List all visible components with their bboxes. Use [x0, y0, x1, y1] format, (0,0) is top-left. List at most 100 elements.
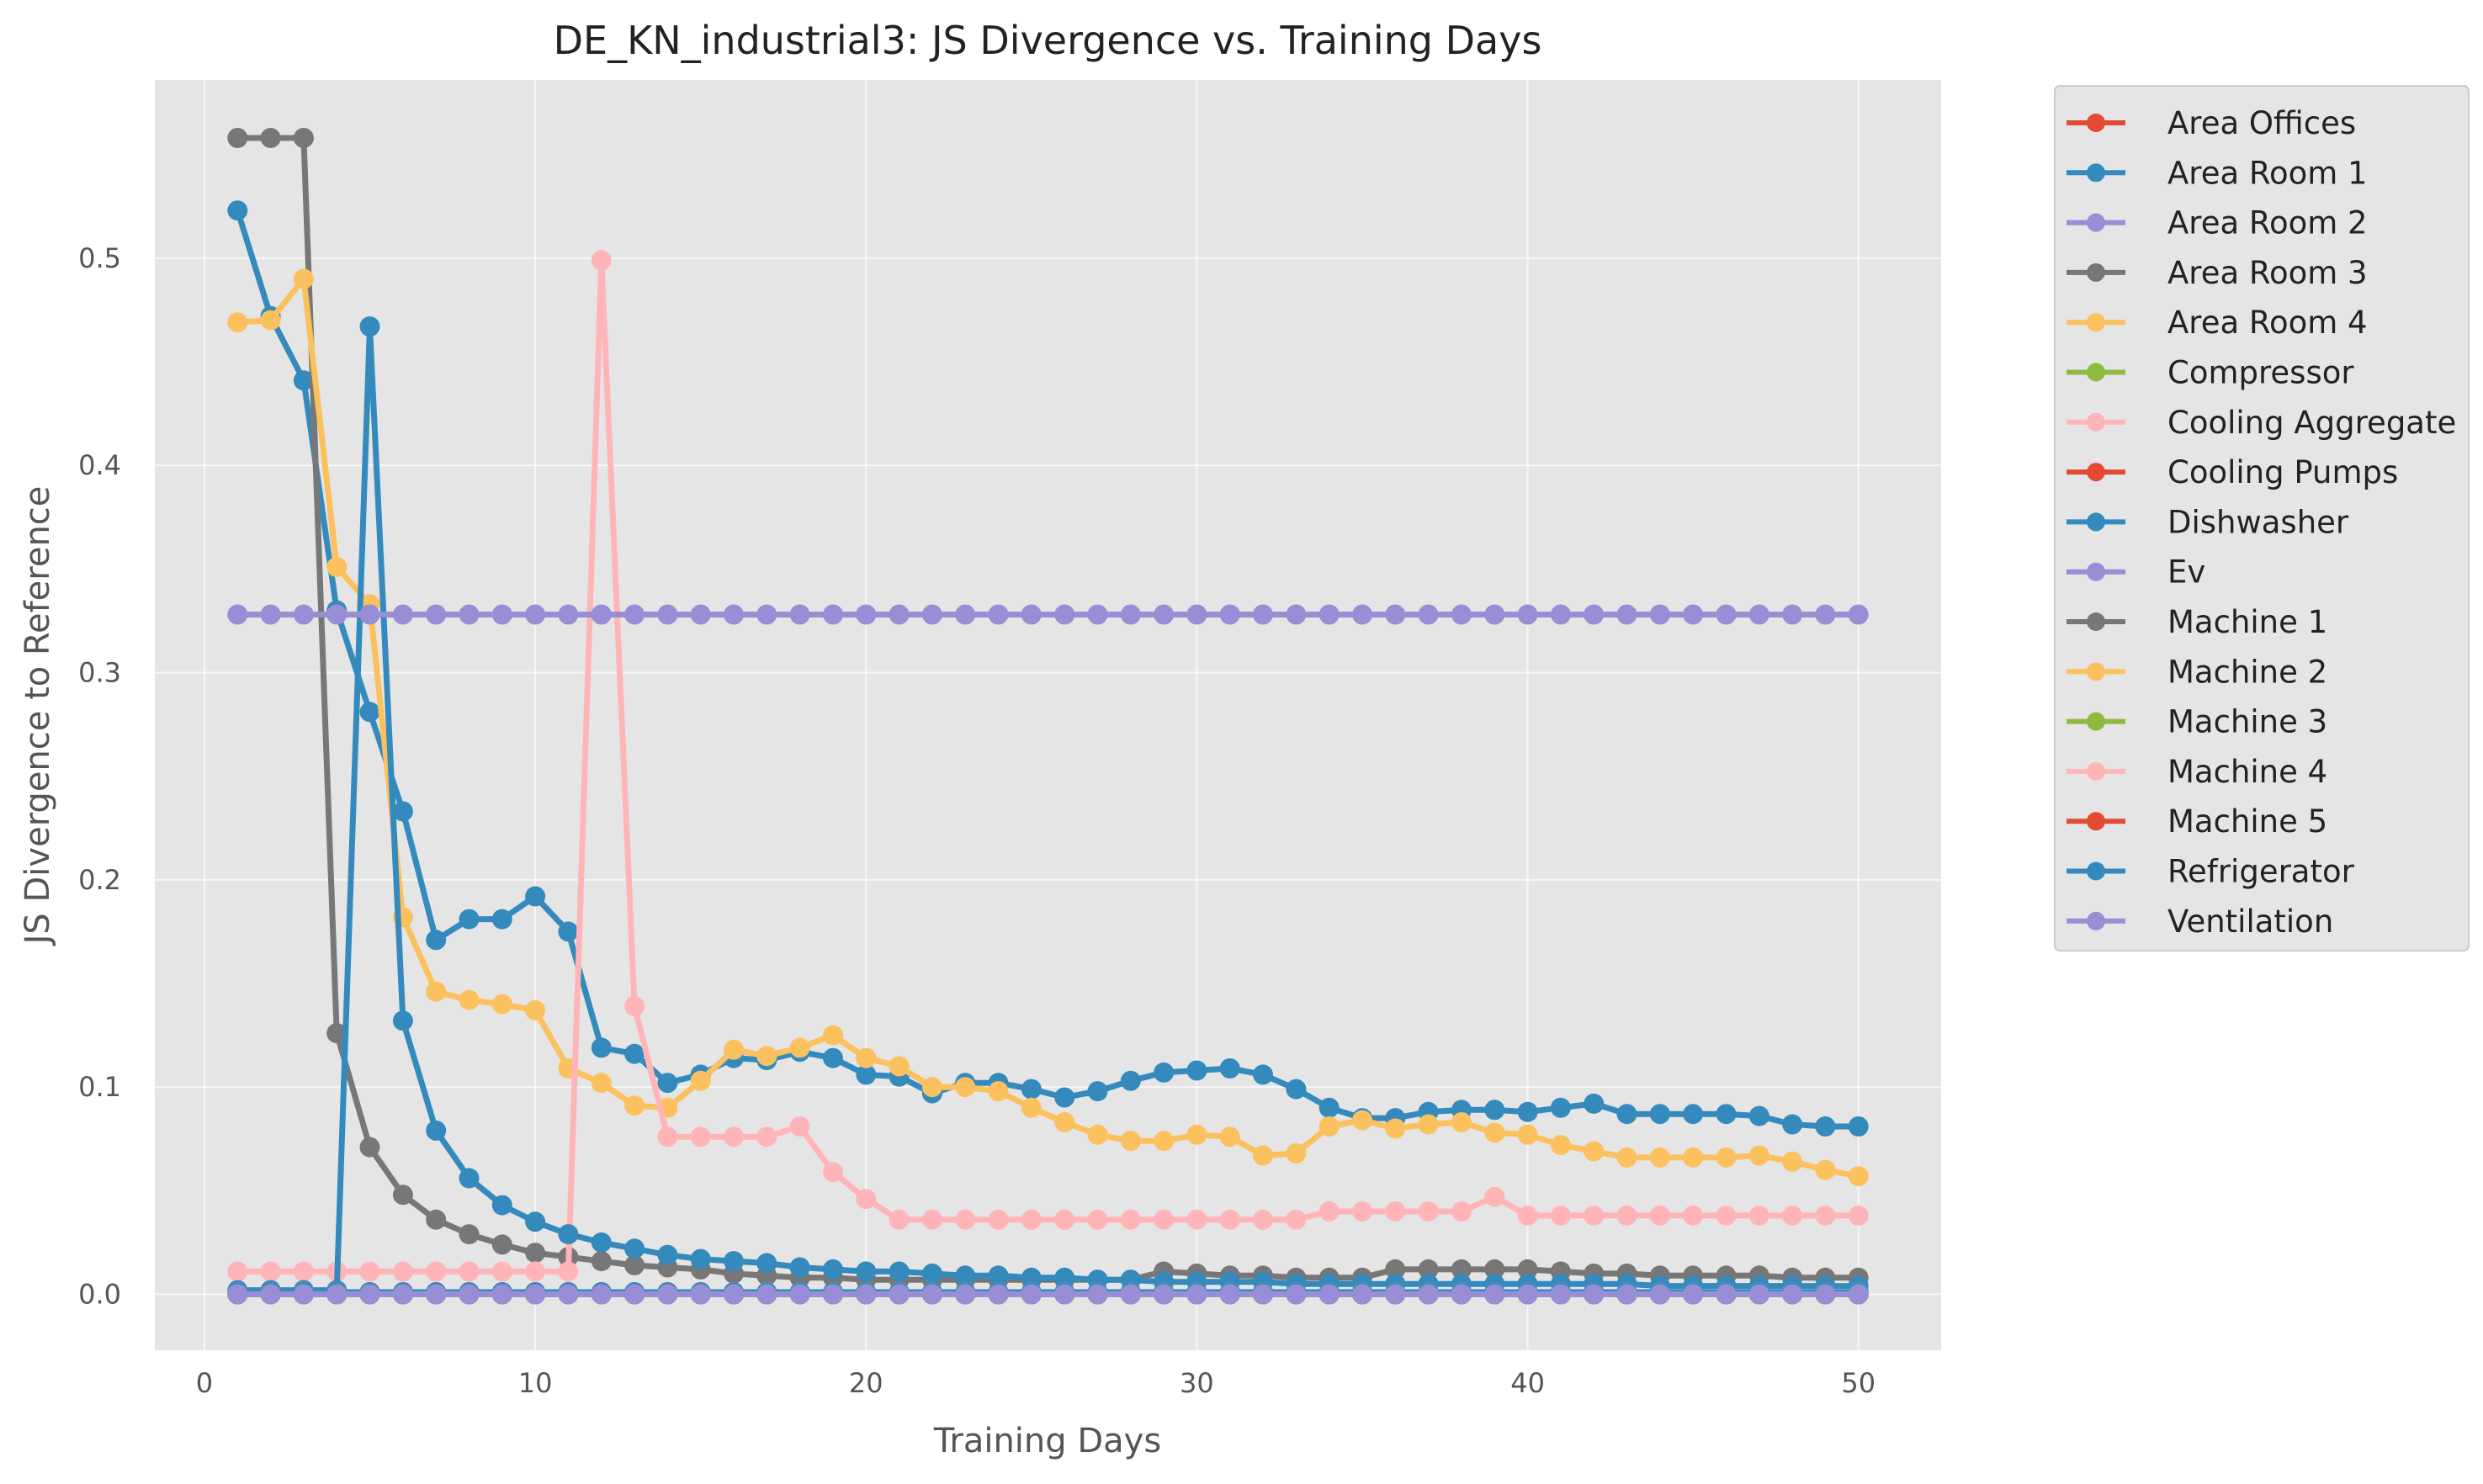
legend-item: Ventilation [2067, 904, 2333, 940]
legend-label: Cooling Pumps [2167, 454, 2398, 490]
legend-label: Machine 4 [2167, 754, 2327, 790]
series-layer [227, 128, 1869, 1305]
data-point [1154, 1209, 1175, 1230]
data-point [1054, 1112, 1075, 1132]
data-point [525, 604, 546, 625]
legend-box [2054, 85, 2470, 952]
data-point [1848, 1205, 1869, 1226]
data-point [1352, 1284, 1372, 1305]
legend-swatch-marker [2087, 612, 2105, 631]
series-area-room-4 [227, 268, 1869, 1187]
data-point [558, 604, 579, 625]
data-point [260, 604, 281, 625]
data-point [525, 1243, 546, 1264]
data-point [1550, 604, 1571, 625]
data-point [823, 1162, 843, 1183]
data-point [1318, 604, 1340, 625]
legend-label: Machine 1 [2167, 604, 2327, 640]
data-point [491, 1284, 512, 1305]
data-point [558, 1224, 579, 1245]
data-point [1748, 604, 1769, 625]
data-point [856, 604, 877, 625]
data-point [392, 801, 413, 822]
legend-swatch-marker [2087, 114, 2105, 132]
data-point [326, 604, 348, 625]
data-point [1584, 604, 1605, 625]
data-point [1318, 1116, 1340, 1137]
data-point [823, 1259, 843, 1280]
data-point [624, 996, 645, 1017]
data-point [459, 604, 480, 625]
data-point [1517, 1259, 1538, 1280]
data-point [558, 1284, 579, 1305]
data-point [1848, 1166, 1869, 1187]
data-point [525, 1211, 546, 1232]
series-area-room-1 [227, 200, 1869, 1137]
data-point [988, 604, 1009, 625]
data-point [1087, 1209, 1108, 1230]
data-point [227, 200, 248, 221]
data-point [955, 1209, 976, 1230]
data-point [1748, 1105, 1769, 1126]
data-point [1716, 1147, 1737, 1168]
y-tick-label: 0.2 [78, 864, 121, 896]
data-point [1748, 1284, 1769, 1305]
series-ev [227, 604, 1869, 625]
data-point [359, 1261, 380, 1282]
data-point [1451, 1201, 1472, 1222]
data-point [459, 909, 480, 930]
data-point [1385, 604, 1406, 625]
legend-label: Machine 2 [2167, 654, 2327, 690]
data-point [657, 1073, 678, 1094]
x-tick-label: 30 [1180, 1367, 1214, 1399]
legend-label: Area Offices [2167, 105, 2356, 141]
data-point [1418, 1284, 1439, 1305]
data-point [690, 1248, 711, 1269]
legend-swatch-marker [2087, 911, 2105, 930]
data-point [293, 1284, 314, 1305]
data-point [491, 1234, 512, 1255]
data-point [392, 1284, 413, 1305]
data-point [1021, 1284, 1042, 1305]
data-point [1782, 1114, 1803, 1135]
data-point [1451, 1259, 1472, 1280]
data-point [1484, 1186, 1505, 1207]
legend-swatch-marker [2087, 262, 2105, 282]
data-point [1352, 604, 1372, 625]
x-tick-label: 20 [849, 1367, 883, 1399]
legend-swatch-marker [2087, 463, 2105, 482]
data-point [1219, 1209, 1240, 1230]
series-cooling-aggregate [227, 250, 1869, 1282]
data-point [1815, 1205, 1836, 1226]
data-point [1318, 1097, 1340, 1118]
data-point [392, 1010, 413, 1031]
legend-swatch-marker [2087, 512, 2105, 532]
data-point [1219, 1126, 1240, 1147]
data-point [1385, 1118, 1406, 1139]
data-point [1286, 1284, 1307, 1305]
data-point [1021, 1079, 1042, 1100]
data-point [889, 604, 910, 625]
data-point [955, 1077, 976, 1098]
data-point [789, 604, 810, 625]
data-point [756, 1046, 777, 1067]
data-point [1782, 1284, 1803, 1305]
data-point [491, 994, 512, 1015]
data-point [1054, 1209, 1075, 1230]
y-tick-label: 0.3 [78, 657, 121, 689]
data-point [1716, 1104, 1737, 1125]
data-point [1054, 1284, 1075, 1305]
y-tick-label: 0.1 [78, 1071, 121, 1103]
data-point [1253, 604, 1273, 625]
data-point [1253, 1064, 1273, 1085]
data-point [1517, 1101, 1538, 1122]
data-point [1087, 1284, 1108, 1305]
data-point [1517, 1205, 1538, 1226]
data-point [591, 250, 612, 271]
legend-item: Cooling Aggregate [2067, 405, 2456, 441]
data-point [624, 1043, 645, 1064]
data-point [1649, 1147, 1670, 1168]
data-point [1484, 1122, 1505, 1143]
legend-label: Cooling Aggregate [2167, 405, 2456, 441]
y-axis-label: JS Divergence to Reference [19, 486, 57, 947]
